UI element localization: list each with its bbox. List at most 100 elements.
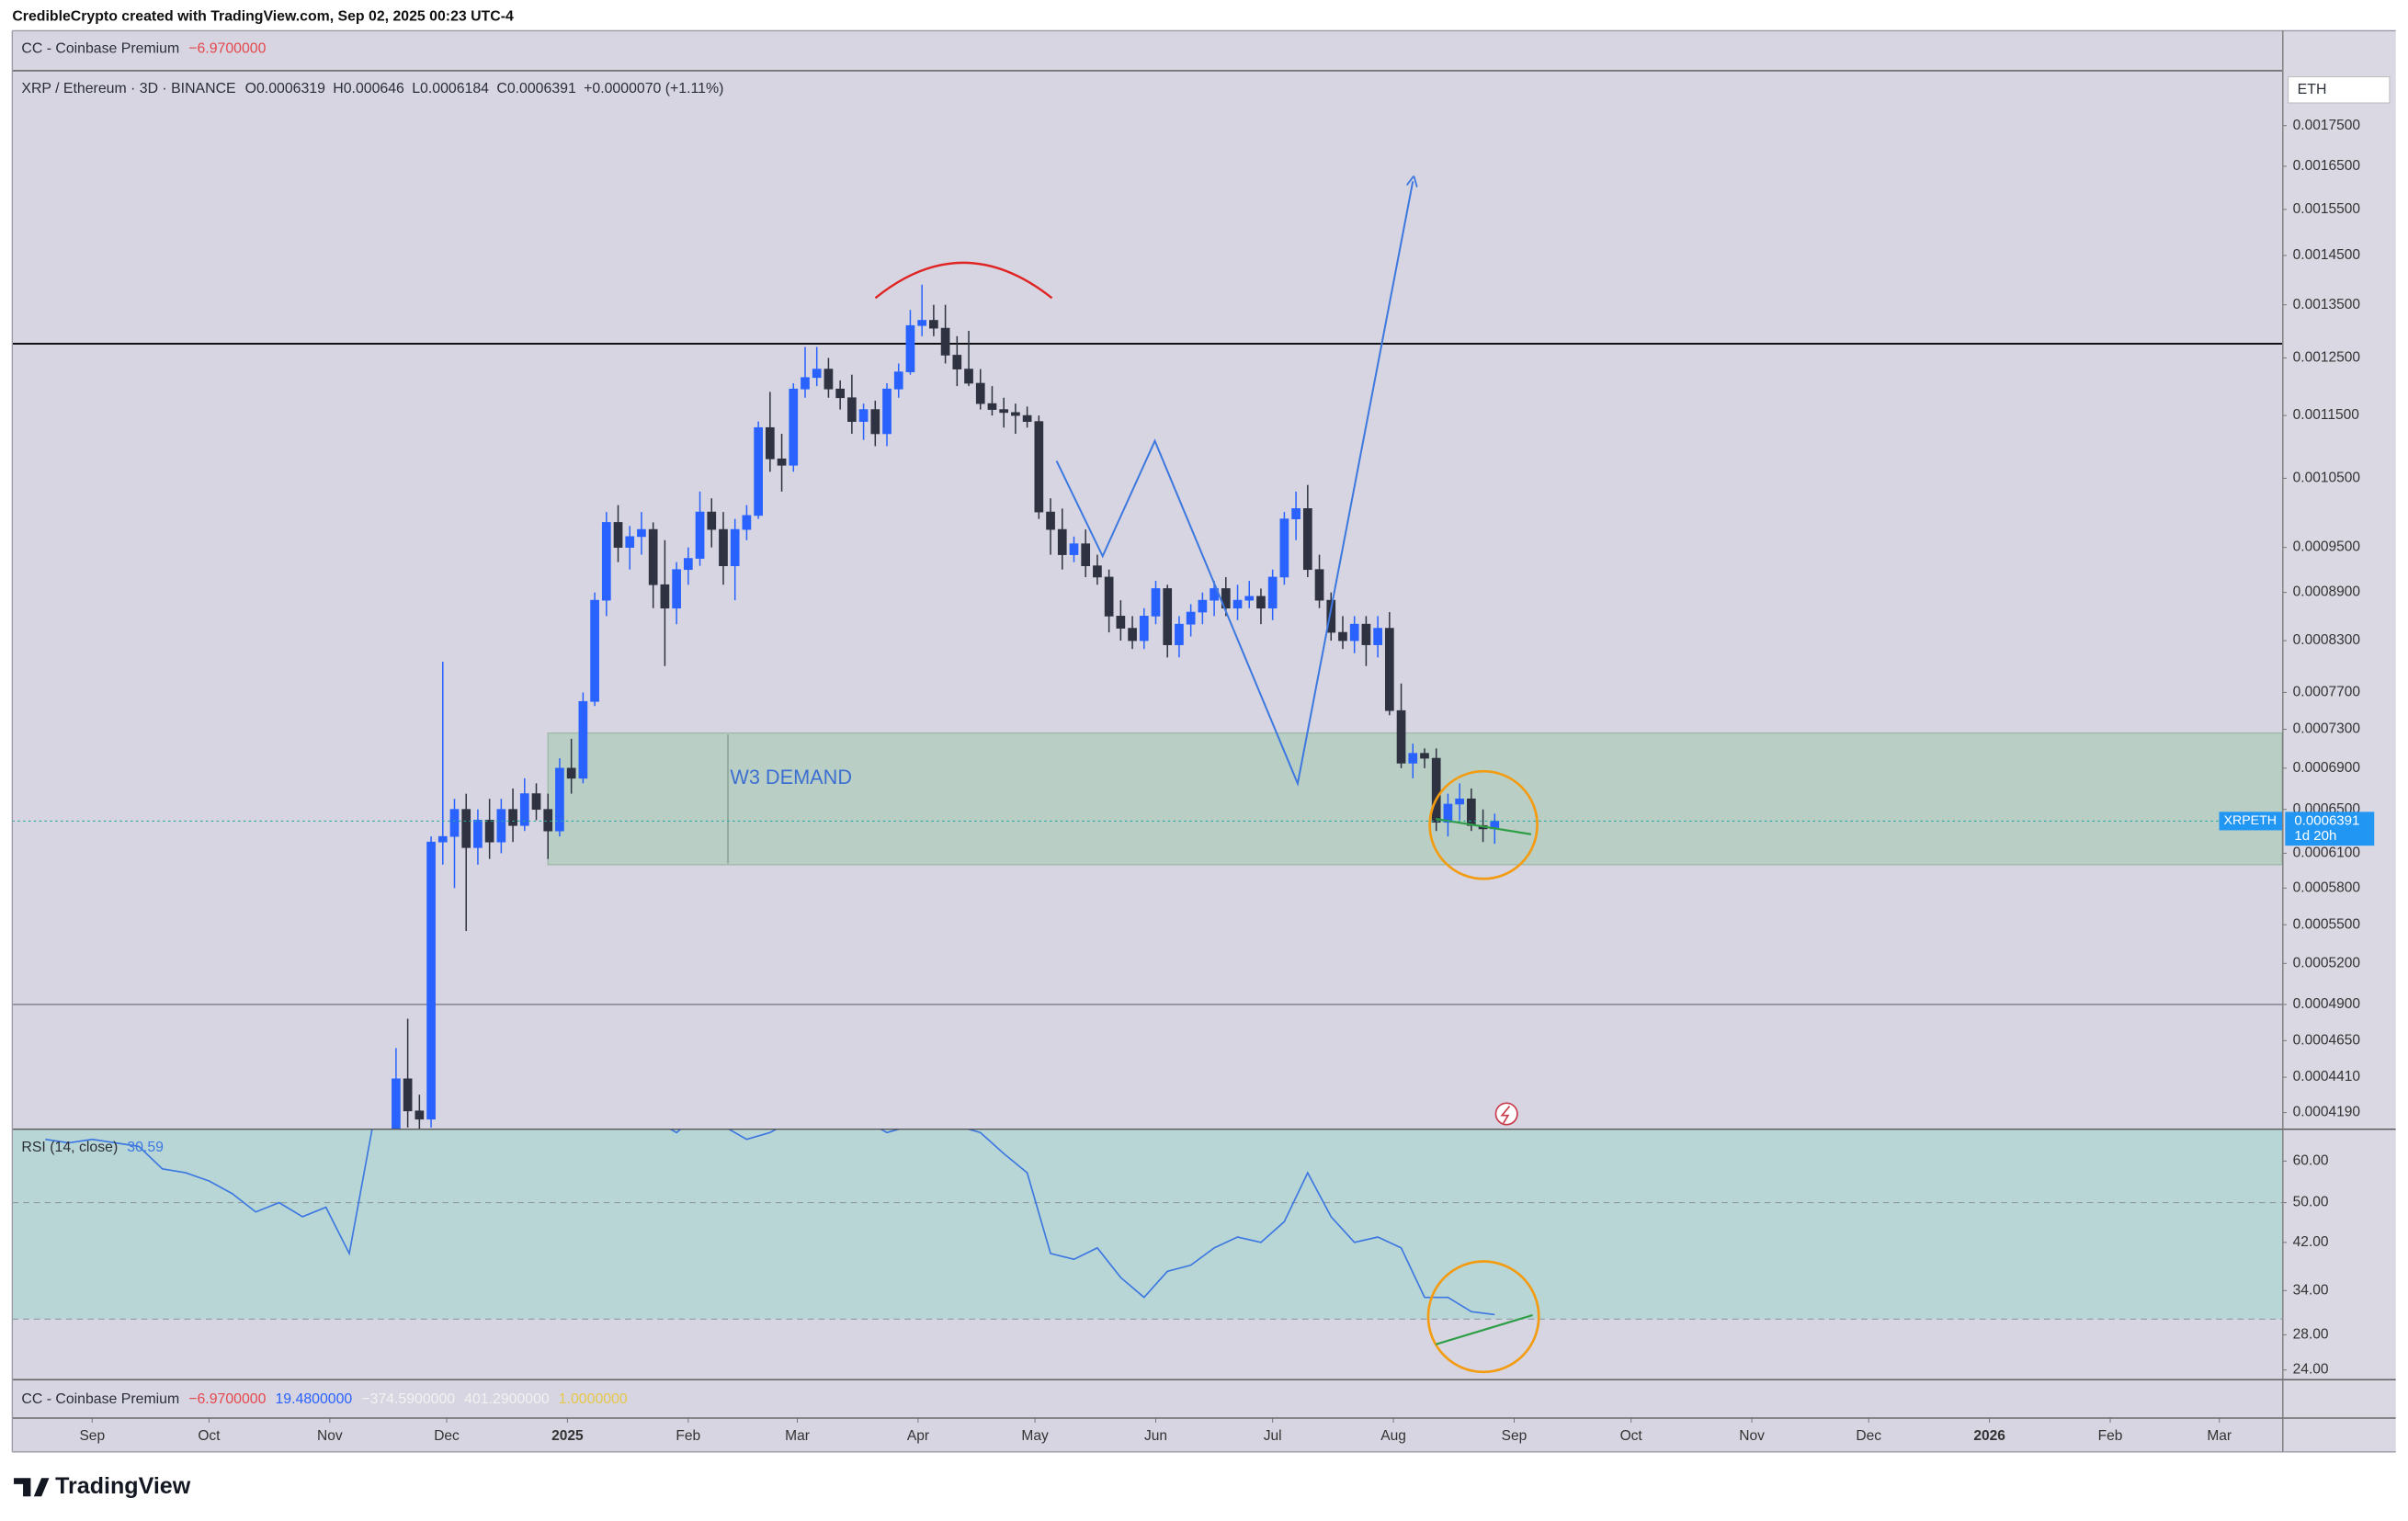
candle-body (905, 324, 915, 372)
change-text: +0.0000070 (+1.11%) (584, 81, 723, 96)
candle-body (1408, 753, 1418, 764)
candle-body (999, 409, 1009, 414)
x-tick-label: 2026 (1973, 1428, 2005, 1444)
candle-body (917, 320, 927, 326)
candle-body (484, 820, 494, 843)
currency-box[interactable] (2288, 76, 2391, 104)
candle-body (613, 522, 623, 548)
rsi-line (45, 1129, 1495, 1316)
indicator-value: 401.2900000 (464, 1391, 550, 1407)
demand-zone-label: W3 DEMAND (730, 766, 852, 789)
rsi-tick-label: 60.00 (2293, 1152, 2329, 1168)
candle-body (1232, 599, 1243, 609)
price-tag: 0.0006391 (2294, 812, 2359, 828)
candle-body (1326, 599, 1336, 633)
candle-body (1443, 803, 1453, 823)
y-tick-label: 0.0008900 (2293, 585, 2361, 600)
top-arc (874, 261, 1053, 300)
price-tag-box (2285, 812, 2375, 846)
symbol-legend: XRP / Ethereum · 3D · BINANCE O0.0006319 H… (21, 81, 723, 96)
brand-name: TradingView (55, 1473, 191, 1499)
candle-body (870, 409, 880, 435)
candle-body (1198, 599, 1208, 613)
candle-body (1034, 421, 1044, 513)
candle-body (1104, 576, 1114, 617)
ohlc-value: 0.0006319 (256, 81, 325, 96)
ohlc-prefix: L (412, 81, 420, 96)
ohlc-value: 0.000646 (344, 81, 404, 96)
candle-body (1139, 616, 1149, 641)
y-tick-label: 0.0004650 (2293, 1032, 2361, 1048)
candle-body (1302, 508, 1312, 571)
indicator-name: CC - Coinbase Premium (21, 1391, 179, 1407)
rsi-tick-label: 34.00 (2293, 1282, 2329, 1298)
y-tick-label: 0.0010500 (2293, 471, 2361, 486)
candle-body (543, 809, 553, 832)
candle-body (578, 700, 588, 779)
brand-mark (14, 1478, 50, 1497)
candle-body (473, 820, 483, 848)
top-indicator-legend: CC - Coinbase Premium −6.9700000 (21, 41, 266, 57)
candle-body (893, 371, 903, 390)
ohlc-prefix: C (496, 81, 506, 96)
x-tick-label: Oct (198, 1428, 221, 1444)
bottom-indicator-legend: CC - Coinbase Premium −6.9700000 19.480000… (21, 1391, 628, 1407)
candle-body (719, 528, 728, 566)
candle-body (555, 767, 564, 832)
x-tick-label: Mar (2207, 1428, 2232, 1444)
x-tick-label: Aug (1380, 1428, 1406, 1444)
candle-body (1151, 588, 1161, 617)
rsi-band (12, 1129, 2282, 1320)
rsi-tick-label: 24.00 (2293, 1362, 2329, 1378)
x-tick-label: 2025 (551, 1428, 584, 1444)
candle-body (1467, 798, 1476, 826)
candle-body (1081, 543, 1091, 566)
candle-body (812, 369, 822, 379)
candle-body (508, 809, 517, 826)
candle-body (1256, 596, 1266, 609)
candle-body (1186, 611, 1196, 625)
candle-body (1420, 753, 1429, 759)
indicator-value: −6.9700000 (188, 1391, 266, 1407)
currency-label[interactable]: ETH (2298, 82, 2327, 97)
y-tick-label: 0.0004410 (2293, 1069, 2361, 1084)
y-tick-label: 0.0004900 (2293, 996, 2361, 1012)
candle-body (415, 1110, 425, 1120)
rsi-tick-label: 42.00 (2293, 1234, 2329, 1250)
y-tick-label: 0.0009500 (2293, 539, 2361, 555)
candle-body (1349, 623, 1359, 641)
event-icon-bolt (1500, 1106, 1511, 1124)
price-axis-background (2283, 30, 2396, 1452)
y-tick-label: 0.0007300 (2293, 721, 2361, 737)
candle-body (765, 426, 775, 460)
candles (392, 284, 1500, 1129)
candle-body (1396, 709, 1406, 764)
x-tick-label: Mar (785, 1428, 810, 1444)
y-tick-label: 0.0016500 (2293, 158, 2361, 174)
candle-body (1373, 628, 1382, 645)
candle-body (1221, 588, 1231, 609)
candle-body (1314, 569, 1324, 601)
candle-body (929, 320, 938, 329)
rsi-legend: RSI (14, close) 30.59 (21, 1140, 164, 1155)
indicator-value: 1.0000000 (559, 1391, 628, 1407)
symbol-tag: XRPETH (2223, 813, 2277, 828)
candle-body (987, 403, 997, 410)
candle-body (1175, 623, 1184, 645)
ohlc-value: 0.0006184 (420, 81, 489, 96)
rsi-label: RSI (14, close) (21, 1140, 118, 1155)
y-tick-label: 0.0005200 (2293, 955, 2361, 970)
candle-body (437, 835, 448, 843)
candle-body (707, 511, 717, 530)
highlight-circle (1428, 769, 1539, 880)
candle-body (566, 767, 576, 779)
candle-body (801, 377, 810, 390)
y-tick-label: 0.0005800 (2293, 880, 2361, 895)
candle-body (1431, 757, 1441, 823)
x-tick-label: Feb (676, 1428, 700, 1444)
rsi-highlight-circle (1426, 1260, 1540, 1374)
y-tick-label: 0.0012500 (2293, 350, 2361, 366)
rsi-value: 30.59 (127, 1140, 164, 1155)
